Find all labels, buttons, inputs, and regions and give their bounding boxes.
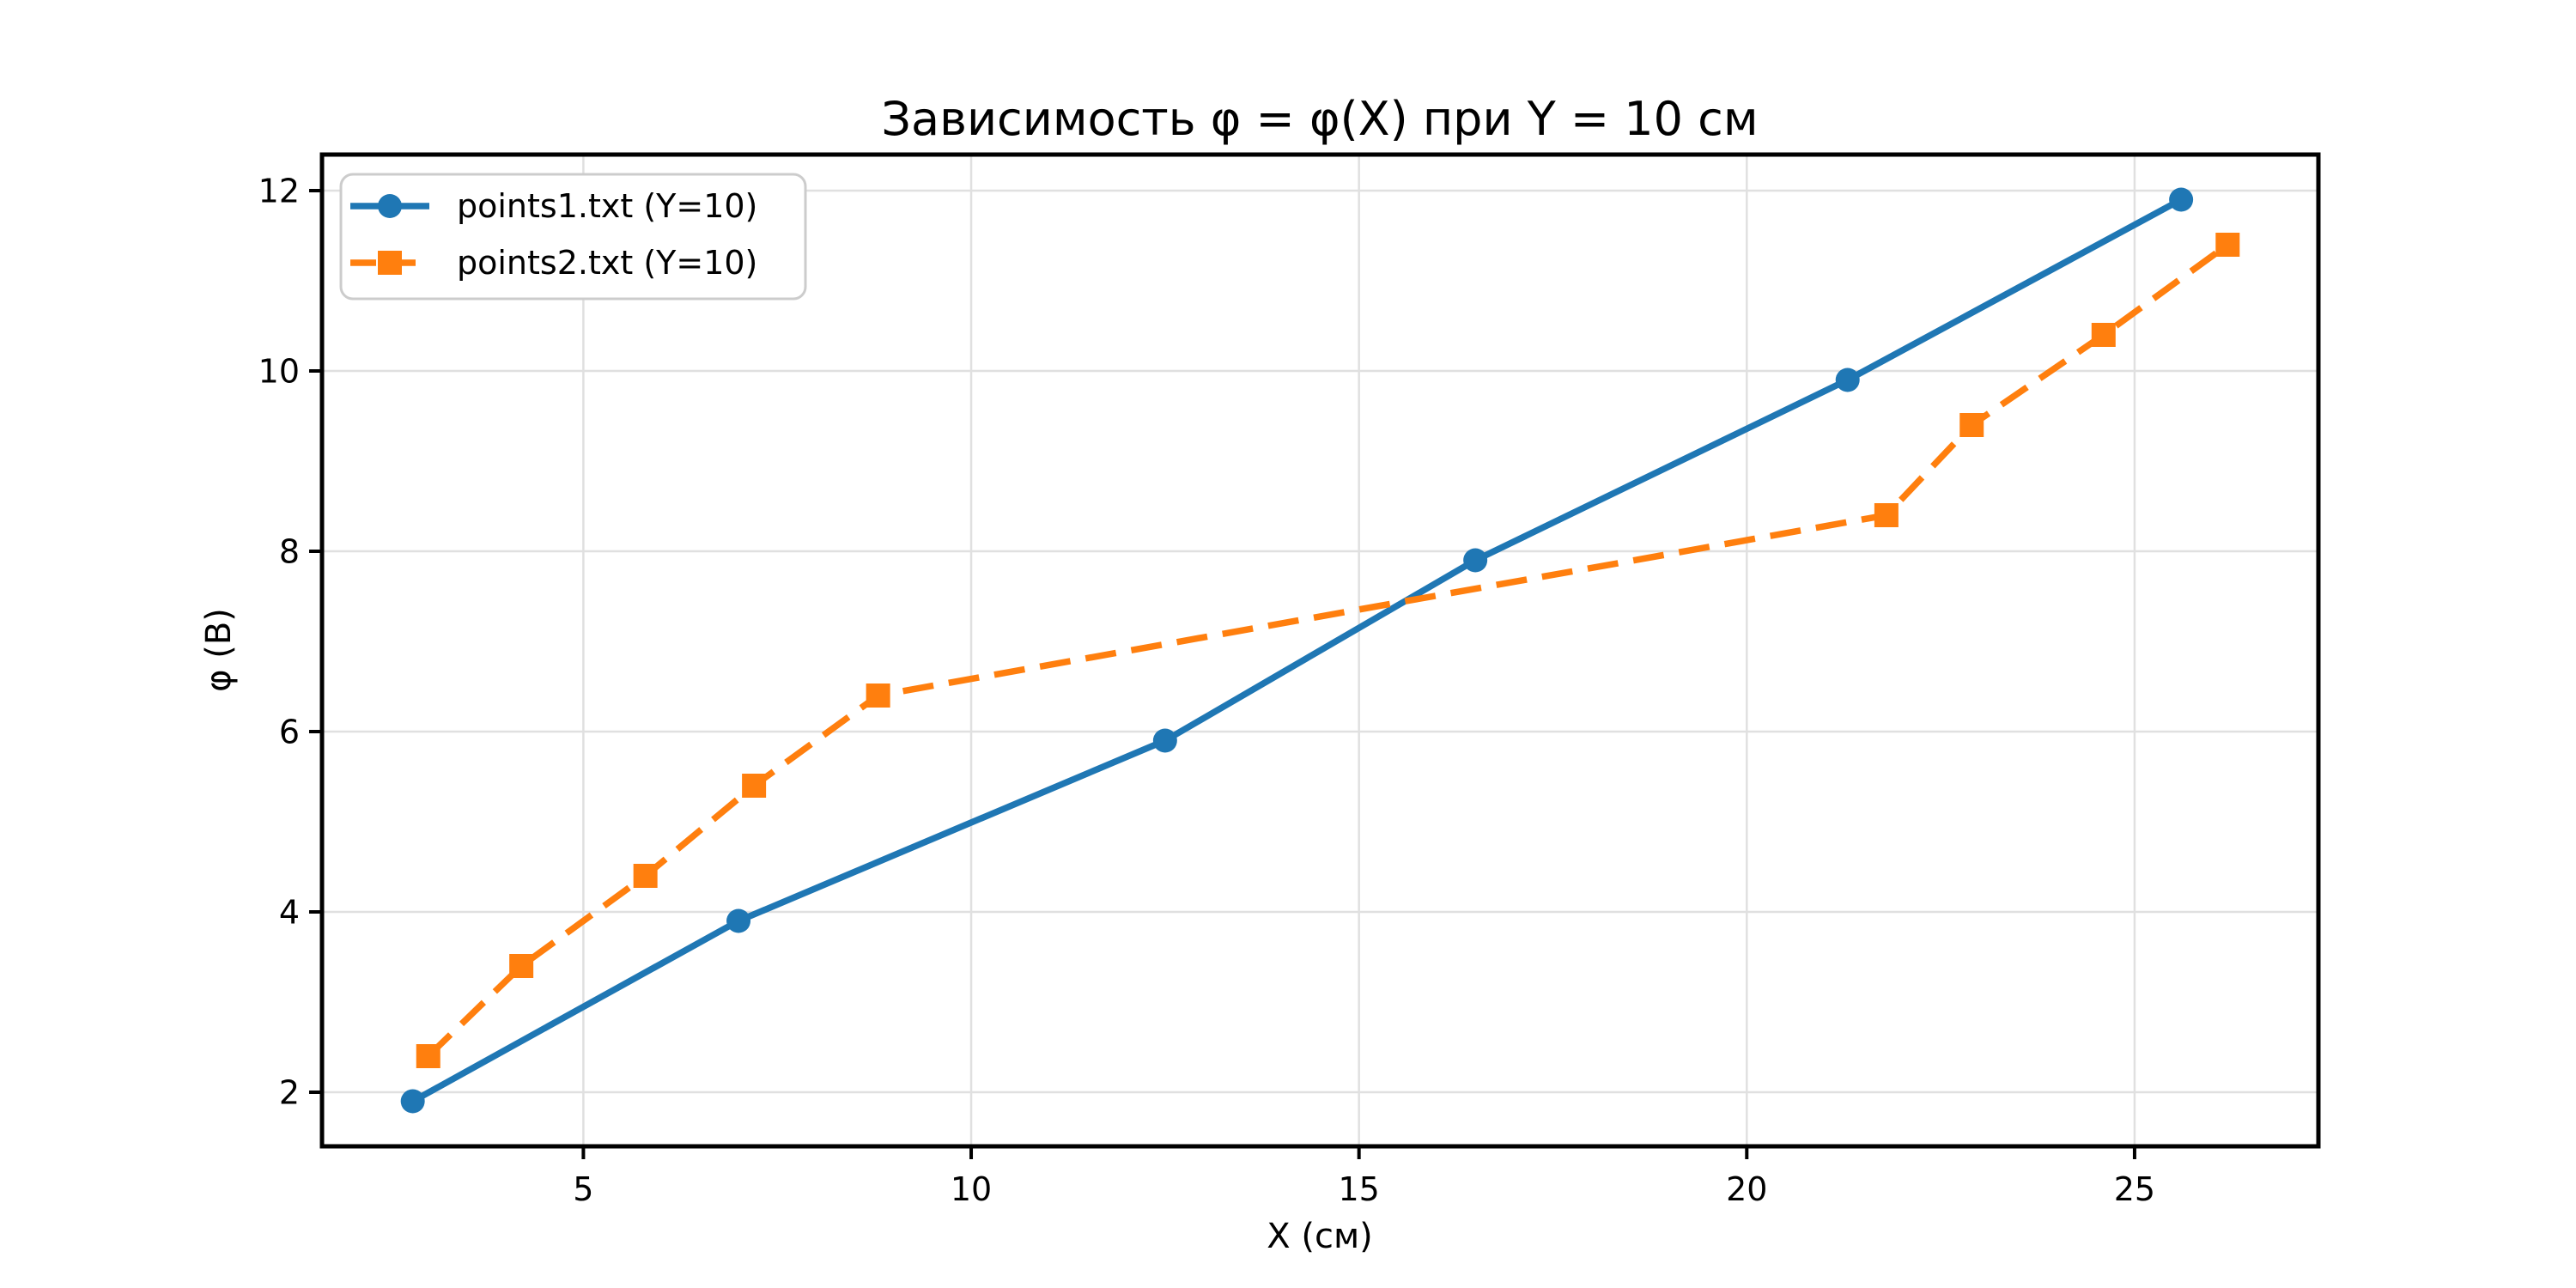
- chart-title: Зависимость φ = φ(X) при Y = 10 см: [881, 92, 1758, 146]
- data-point-marker: [2169, 187, 2194, 212]
- data-point-marker: [742, 774, 767, 798]
- y-tick-label: 8: [279, 532, 300, 570]
- plot-area-frame: [319, 152, 2321, 1149]
- legend-marker-square: [378, 251, 402, 275]
- legend-box: [339, 173, 807, 301]
- series-line: [426, 241, 2230, 1059]
- data-point-marker: [1152, 728, 1177, 753]
- data-point-marker: [1835, 368, 1860, 392]
- data-point-marker: [726, 908, 751, 933]
- data-point-marker: [416, 1044, 440, 1068]
- legend: points1.txt (Y=10) points2.txt (Y=10): [339, 173, 807, 301]
- legend-entry: points2.txt (Y=10): [350, 244, 757, 282]
- data-point-marker: [1463, 548, 1488, 573]
- data-point-marker: [400, 1089, 425, 1114]
- x-tick-label: 20: [1726, 1170, 1767, 1208]
- legend-sample: [350, 251, 429, 275]
- legend-marker-circle: [378, 194, 402, 218]
- data-point-marker: [509, 954, 534, 978]
- series-line: [410, 197, 2183, 1104]
- data-point-marker: [1959, 413, 1984, 437]
- legend-label: points1.txt (Y=10): [457, 187, 757, 225]
- series-layer: [400, 187, 2240, 1114]
- data-point-marker: [866, 683, 890, 708]
- x-tick-label: 15: [1338, 1170, 1379, 1208]
- x-axis-title: X (см): [1267, 1217, 1373, 1256]
- y-tick-label: 2: [279, 1073, 300, 1111]
- legend-label: points2.txt (Y=10): [457, 244, 757, 282]
- y-tick-label: 6: [279, 713, 300, 750]
- data-point-marker: [1874, 503, 1899, 527]
- y-tick-label: 10: [258, 352, 300, 390]
- x-tick-label: 25: [2114, 1170, 2155, 1208]
- legend-sample: [350, 194, 429, 218]
- y-axis-title: φ (В): [199, 608, 239, 692]
- legend-entry: points1.txt (Y=10): [350, 187, 757, 225]
- y-tick-label: 12: [258, 172, 300, 210]
- data-point-marker: [2091, 323, 2116, 347]
- axis-tick-layer: 5 10 15 20 25 2 4 6 8 10 12: [258, 172, 2155, 1208]
- y-tick-label: 4: [279, 893, 300, 931]
- data-point-marker: [2215, 233, 2240, 257]
- x-tick-label: 10: [951, 1170, 992, 1208]
- data-point-marker: [633, 864, 658, 888]
- x-tick-label: 5: [573, 1170, 593, 1208]
